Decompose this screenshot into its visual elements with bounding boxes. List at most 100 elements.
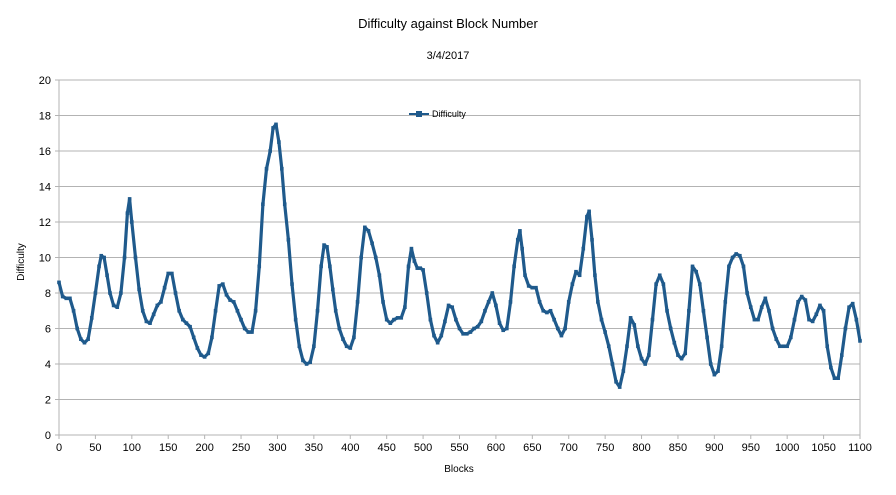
x-tick-label: 450 bbox=[378, 442, 396, 454]
data-point bbox=[552, 317, 556, 322]
x-tick-label: 900 bbox=[705, 442, 723, 454]
data-point bbox=[224, 292, 229, 297]
data-point bbox=[657, 273, 662, 278]
data-point bbox=[472, 326, 476, 331]
data-point bbox=[759, 305, 764, 309]
data-point bbox=[603, 330, 607, 334]
y-tick-label: 10 bbox=[39, 253, 51, 265]
data-point bbox=[348, 346, 353, 350]
x-tick-label: 150 bbox=[159, 442, 177, 454]
data-point bbox=[409, 246, 414, 251]
x-tick-label: 400 bbox=[341, 442, 359, 454]
data-point bbox=[274, 122, 278, 127]
data-point bbox=[679, 356, 684, 361]
data-point bbox=[621, 369, 626, 373]
data-point bbox=[246, 330, 251, 334]
x-tick-label: 650 bbox=[523, 442, 541, 454]
data-point bbox=[432, 333, 436, 338]
data-point bbox=[127, 197, 132, 201]
y-tick-label: 6 bbox=[45, 324, 51, 336]
data-point bbox=[435, 340, 440, 345]
data-point bbox=[628, 316, 633, 320]
data-point bbox=[781, 344, 786, 349]
data-point bbox=[392, 317, 396, 322]
y-tick-label: 16 bbox=[39, 146, 51, 158]
data-point bbox=[690, 264, 695, 269]
data-point bbox=[687, 308, 691, 313]
data-point bbox=[698, 282, 702, 286]
data-point bbox=[60, 294, 65, 299]
data-point bbox=[545, 310, 549, 315]
data-point bbox=[439, 333, 444, 338]
data-point bbox=[596, 300, 600, 304]
data-point bbox=[99, 253, 104, 258]
data-point bbox=[144, 319, 149, 324]
y-tick-label: 12 bbox=[39, 217, 51, 229]
data-point bbox=[421, 268, 425, 272]
data-point bbox=[457, 326, 462, 331]
data-point bbox=[312, 344, 316, 349]
data-point bbox=[508, 300, 513, 304]
x-tick-label: 850 bbox=[669, 442, 687, 454]
data-point bbox=[763, 296, 768, 301]
data-point bbox=[337, 326, 342, 331]
data-point bbox=[403, 305, 407, 309]
y-tick-label: 2 bbox=[45, 395, 51, 407]
data-point bbox=[137, 287, 141, 292]
data-point bbox=[202, 355, 207, 359]
data-point bbox=[858, 339, 862, 343]
series-difficulty bbox=[57, 122, 862, 389]
data-point bbox=[261, 202, 265, 207]
data-point bbox=[122, 255, 127, 260]
data-point bbox=[854, 317, 859, 322]
data-point bbox=[599, 317, 604, 322]
data-point bbox=[162, 285, 167, 290]
data-point bbox=[264, 166, 269, 171]
data-point bbox=[461, 332, 465, 336]
data-point bbox=[319, 264, 323, 269]
data-point bbox=[821, 308, 826, 313]
y-tick-label: 0 bbox=[45, 430, 51, 442]
data-point bbox=[333, 308, 338, 313]
y-tick-label: 18 bbox=[39, 111, 51, 123]
data-point bbox=[518, 229, 522, 233]
data-point bbox=[428, 317, 433, 322]
data-point bbox=[501, 328, 505, 333]
data-point bbox=[75, 326, 80, 331]
data-point bbox=[799, 294, 804, 299]
data-point bbox=[577, 273, 582, 278]
data-point bbox=[748, 305, 753, 309]
data-point bbox=[730, 255, 735, 260]
data-point bbox=[450, 305, 455, 309]
data-point bbox=[570, 282, 575, 286]
data-point bbox=[239, 317, 243, 322]
data-point bbox=[253, 308, 258, 313]
data-point bbox=[341, 337, 345, 341]
data-point bbox=[231, 300, 236, 304]
x-tick-label: 250 bbox=[232, 442, 250, 454]
data-point bbox=[89, 316, 94, 320]
data-point bbox=[672, 340, 677, 345]
data-point bbox=[257, 264, 262, 269]
data-point bbox=[93, 291, 98, 295]
data-point bbox=[363, 225, 367, 230]
data-point bbox=[606, 344, 611, 349]
data-point bbox=[767, 308, 771, 313]
y-tick-label: 14 bbox=[39, 182, 51, 194]
data-point bbox=[486, 300, 491, 304]
data-point bbox=[373, 255, 378, 260]
data-point bbox=[359, 255, 363, 260]
data-point bbox=[668, 326, 673, 331]
y-tick-label: 20 bbox=[39, 75, 51, 87]
y-tick-label: 4 bbox=[45, 359, 51, 371]
legend-label-difficulty: Difficulty bbox=[432, 109, 466, 119]
data-point bbox=[130, 220, 134, 224]
data-point bbox=[839, 353, 844, 357]
data-point bbox=[315, 308, 320, 313]
data-point bbox=[286, 237, 291, 242]
data-point bbox=[125, 211, 130, 215]
data-point bbox=[173, 291, 178, 295]
data-point bbox=[290, 282, 294, 286]
data-point bbox=[399, 316, 404, 320]
